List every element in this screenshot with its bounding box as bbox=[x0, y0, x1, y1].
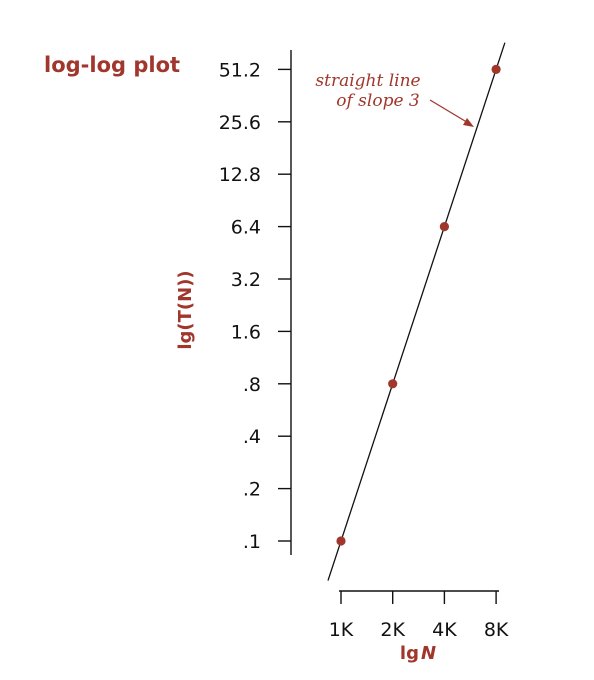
y-tick-label: .2 bbox=[243, 479, 261, 501]
y-tick-label: .8 bbox=[243, 374, 261, 396]
y-tick-label: .1 bbox=[243, 531, 261, 553]
y-tick-label: 6.4 bbox=[231, 217, 261, 239]
x-axis-label-prefix: lg bbox=[400, 643, 419, 664]
y-tick-label: 1.6 bbox=[231, 321, 261, 343]
x-tick-label: 1K bbox=[329, 619, 354, 641]
y-tick-label: 12.8 bbox=[219, 164, 261, 186]
plot-area bbox=[327, 42, 506, 581]
data-point bbox=[439, 222, 449, 232]
annotation-line1: straight line bbox=[315, 71, 420, 91]
annotation-line2: of slope 3 bbox=[336, 91, 420, 111]
x-axis-label-variable: N bbox=[421, 643, 436, 664]
fit-line bbox=[327, 42, 506, 581]
y-axis: .1 .2 .4 .8 1.6 3.2 6.4 12.8 25.6 51.2 bbox=[219, 50, 292, 555]
y-axis-label: lg(T(N)) bbox=[175, 270, 196, 349]
data-point bbox=[491, 64, 501, 74]
data-point bbox=[388, 379, 398, 389]
data-point bbox=[336, 536, 346, 546]
x-axis: 1K 2K 4K 8K bbox=[329, 590, 509, 641]
x-tick-label: 8K bbox=[484, 619, 509, 641]
chart-title: log-log plot bbox=[44, 53, 180, 77]
annotation-arrow-shaft bbox=[429, 99, 471, 125]
x-axis-label: lg N bbox=[400, 643, 436, 664]
annotation-arrow-head bbox=[463, 118, 474, 127]
x-tick-label: 4K bbox=[432, 619, 457, 641]
annotation: straight line of slope 3 bbox=[315, 71, 474, 127]
y-tick-label: .4 bbox=[243, 426, 261, 448]
y-tick-label: 3.2 bbox=[231, 269, 261, 291]
x-tick-label: 2K bbox=[380, 619, 405, 641]
y-tick-label: 25.6 bbox=[219, 112, 261, 134]
y-tick-label: 51.2 bbox=[219, 59, 261, 81]
